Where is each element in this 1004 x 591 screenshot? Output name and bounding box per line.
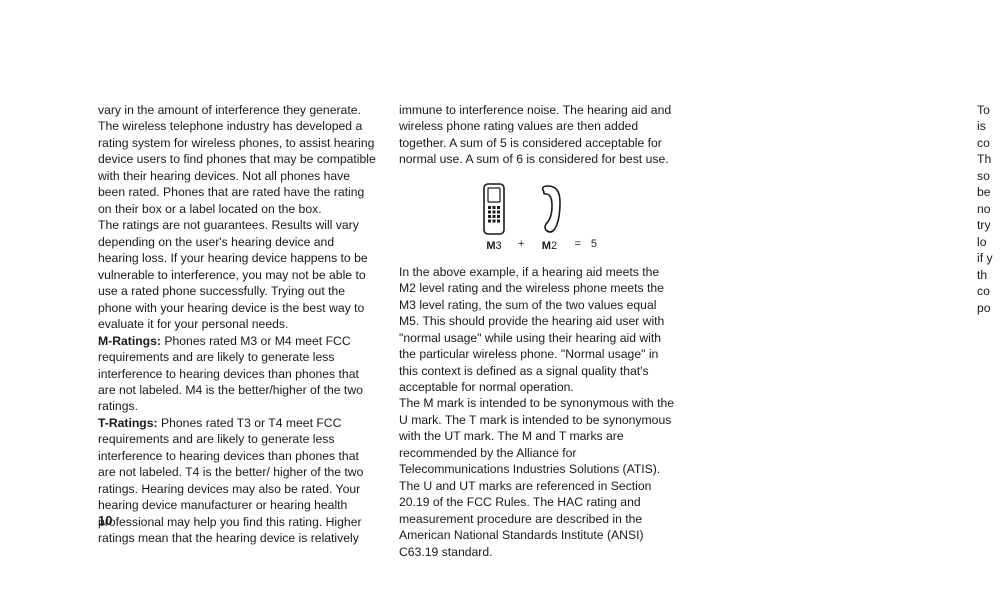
aid-rating-label: M2	[542, 239, 557, 254]
fragment: co	[977, 283, 1004, 299]
rating-sum: 5	[591, 237, 597, 254]
page-spread: vary in the amount of interference they …	[98, 102, 678, 560]
hearing-aid-figure: M2	[534, 182, 564, 254]
equals-sign: =	[574, 237, 580, 254]
paragraph: The ratings are not guarantees. Results …	[98, 217, 377, 332]
hearing-aid-icon	[534, 182, 564, 236]
fragment: lo	[977, 234, 1004, 250]
fragment: no	[977, 201, 1004, 217]
fragment: po	[977, 300, 1004, 316]
phone-rating-label: M3	[486, 239, 501, 254]
paragraph-t-ratings: T-Ratings: Phones rated T3 or T4 meet FC…	[98, 415, 377, 547]
rating-figure: M3 + M2 = 5	[399, 182, 678, 254]
paragraph: vary in the amount of interference they …	[98, 102, 377, 118]
m-ratings-label: M-Ratings:	[98, 334, 161, 348]
page-number: 10	[98, 513, 112, 528]
next-page-edge: To is co Th so be no try lo if y th co p…	[977, 102, 1004, 316]
fragment: if y	[977, 250, 1004, 266]
fragment: To	[977, 102, 1004, 118]
fragment: co	[977, 135, 1004, 151]
fragment: th	[977, 267, 1004, 283]
t-ratings-label: T-Ratings:	[98, 416, 158, 430]
paragraph: In the above example, if a hearing aid m…	[399, 264, 678, 396]
right-column: immune to interference noise. The hearin…	[399, 102, 678, 560]
fragment: is	[977, 118, 1004, 134]
paragraph: The wireless telephone industry has deve…	[98, 118, 377, 217]
paragraph: The M mark is intended to be synonymous …	[399, 395, 678, 560]
paragraph: immune to interference noise. The hearin…	[399, 102, 678, 168]
fragment: so	[977, 168, 1004, 184]
t-ratings-text: Phones rated T3 or T4 meet FCC requireme…	[98, 416, 363, 545]
paragraph-m-ratings: M-Ratings: Phones rated M3 or M4 meet FC…	[98, 333, 377, 415]
phone-icon	[480, 182, 508, 236]
fragment: be	[977, 184, 1004, 200]
fragment: try	[977, 217, 1004, 233]
plus-sign: +	[518, 237, 524, 254]
left-column: vary in the amount of interference they …	[98, 102, 377, 560]
phone-figure: M3	[480, 182, 508, 254]
fragment: Th	[977, 151, 1004, 167]
